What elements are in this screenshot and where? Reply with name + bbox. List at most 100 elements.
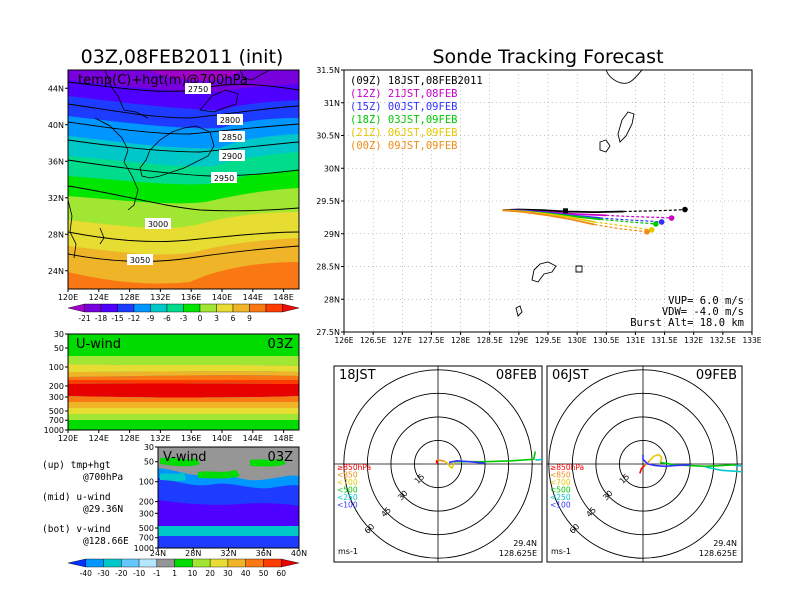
temp-colorbar-swatch [265,303,283,313]
temp-y-tick-label: 32N [48,194,64,203]
temp-colorbar-swatch [150,303,168,313]
temp-colorbar-swatch [249,303,267,313]
hodograph-ring [343,369,533,559]
sonde-legend-entry: (12Z) 21JST,08FEB [350,88,457,100]
contour-label-bg [219,150,245,161]
u-x-tick-label: 128E [119,434,139,443]
sonde-x-tick-label: 126.5E [360,336,386,345]
contour-label: 2800 [220,116,240,125]
sonde-x-tick-label: 127.5E [418,336,444,345]
sonde-legend-entry: (21Z) 06JST,09FEB [350,127,457,139]
hodograph-trace [639,465,646,474]
v-y-tick-label: 100 [139,478,154,487]
sonde-x-tick-label: 130.5E [593,336,619,345]
v-y-tick-label: 30 [144,443,154,452]
v-y-tick-label: 50 [144,458,154,467]
temp-colorbar-swatch [282,303,300,313]
wind-colorbar-label: -20 [115,569,127,578]
hodograph-ring [548,369,738,559]
u-y-tick-label: 300 [49,393,64,402]
hodograph-units: ms-1 [338,547,358,556]
hodograph-date-label: 08FEB [496,368,537,383]
hodograph-date-label: 09FEB [696,368,737,383]
hodograph-trace [648,453,663,463]
u-wind-title: U-wind [76,337,121,352]
u-wind-panel: U-wind 03Z 120E 124E 128E 132E 136E 140E 144E 1… [44,330,300,443]
temp-map-panel: 03Z,08FEB2011 (init) [48,46,300,302]
u-y-tick-label: 500 [49,407,64,416]
temp-colorbar-swatch [67,303,85,313]
temp-x-tick-label: 136E [181,293,201,302]
temp-map-title: 03Z,08FEB2011 (init) [81,46,284,68]
wind-colorbar-label: 60 [276,569,286,578]
u-wind-time: 03Z [268,337,294,352]
sonde-x-tick-label: 128.5E [477,336,503,345]
temp-colorbar-label: -9 [147,314,155,323]
temp-colorbar-swatch [100,303,118,313]
u-x-tick-label: 132E [150,434,170,443]
wind-colorbar-swatch [138,558,158,568]
hodograph-level-legend: <500 [550,486,571,495]
temp-colorbar-swatch [133,303,151,313]
hodograph-lon: 128.625E [499,549,537,558]
temp-colorbar-label: 3 [214,314,219,323]
sonde-y-tick-label: 28.5N [316,263,340,272]
sonde-track-endpoint [653,221,659,227]
side-legend-bot2: @128.66E [83,536,129,547]
hodograph-level-legend: <250 [550,493,571,502]
v-y-tick-label: 200 [139,498,154,507]
hodograph-level-legend: <850 [337,471,358,480]
side-legend-bot: (bot) v-wind [42,524,111,535]
wind-colorbar-label: -1 [153,569,161,578]
temp-y-tick-label: 24N [48,267,64,276]
sonde-launch-marker [562,208,568,214]
temp-colorbar-label: 9 [247,314,252,323]
side-legend: (up) tmp+hgt @700hPa (mid) u-wind @29.36… [42,460,129,547]
wind-colorbar-swatch [263,558,282,568]
v-x-tick-label: 28N [185,549,201,558]
hodograph-ring [390,416,486,512]
wind-colorbar-swatch [192,558,211,568]
temp-colorbar-swatch [166,303,184,313]
temp-x-tick-label: 140E [212,293,232,302]
sonde-track-dashed [594,223,648,233]
sonde-y-tick-label: 27.5N [316,328,340,337]
contour-label-bg [217,114,243,125]
sonde-track-endpoint [644,228,650,235]
wind-colorbar-swatch [281,558,300,568]
temp-x-tick-label: 124E [89,293,109,302]
wind-colorbar-swatch [227,558,246,568]
u-y-tick-label: 100 [49,363,64,372]
temp-map-subtitle: temp(C)+hgt(m)@700hPa [78,73,248,88]
u-x-tick-label: 140E [212,434,232,443]
temp-x-tick-label: 132E [150,293,170,302]
sonde-x-tick-label: 128E [451,336,470,345]
contour-label-bg [219,131,245,142]
temp-colorbar: -21 -18 -15 -12 -9 -6 -3 0 3 6 9 [67,303,300,323]
wind-colorbar-label: 20 [205,569,215,578]
sonde-x-tick-label: 133E [742,336,761,345]
u-x-tick-label: 124E [89,434,109,443]
sonde-x-tick-label: 126E [334,336,353,345]
temp-x-tick-label: 148E [273,293,293,302]
u-wind-field [68,334,299,430]
sonde-track-endpoint [658,219,665,225]
wind-colorbar: -40 -30 -20 -10 -1 1 10 20 30 40 50 60 [67,558,300,578]
sonde-track-dashed [606,214,672,219]
temp-colorbar-label: -6 [163,314,171,323]
temp-colorbar-swatch [84,303,102,313]
contour-label-bg [145,218,171,229]
u-x-tick-label: 144E [243,434,263,443]
sonde-tracks [502,206,688,235]
hodograph-ring [571,392,715,536]
wind-colorbar-swatch [103,558,122,568]
sonde-x-tick-label: 129.5E [535,336,561,345]
sonde-track-dashed [623,208,686,213]
sonde-y-tick-label: 29.5N [316,197,340,206]
side-legend-up2: @700hPa [83,472,123,483]
sonde-legend-entry: (00Z) 09JST,09FEB [350,140,457,152]
u-x-tick-label: 120E [58,434,78,443]
contour-label-bg [127,254,153,265]
